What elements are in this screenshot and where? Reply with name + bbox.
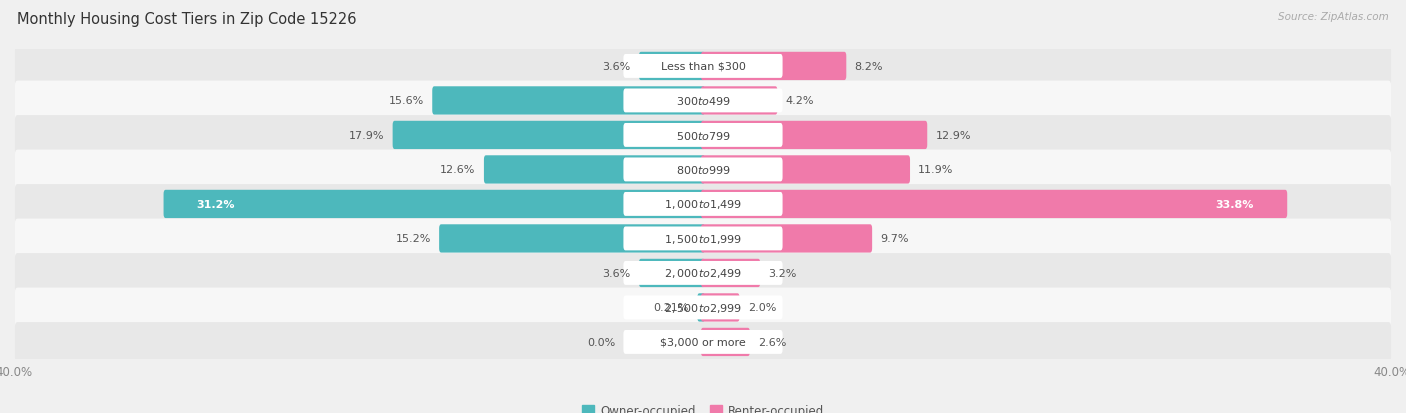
FancyBboxPatch shape	[638, 53, 704, 81]
Text: 11.9%: 11.9%	[918, 165, 953, 175]
FancyBboxPatch shape	[623, 192, 783, 216]
FancyBboxPatch shape	[15, 254, 1391, 293]
Text: 4.2%: 4.2%	[786, 96, 814, 106]
FancyBboxPatch shape	[702, 328, 749, 356]
Text: $2,500 to $2,999: $2,500 to $2,999	[664, 301, 742, 314]
Text: 31.2%: 31.2%	[197, 199, 235, 209]
FancyBboxPatch shape	[439, 225, 704, 253]
FancyBboxPatch shape	[702, 225, 872, 253]
Text: 8.2%: 8.2%	[855, 62, 883, 72]
Text: $500 to $799: $500 to $799	[675, 130, 731, 142]
Text: $800 to $999: $800 to $999	[675, 164, 731, 176]
FancyBboxPatch shape	[15, 116, 1391, 155]
Text: 33.8%: 33.8%	[1216, 199, 1254, 209]
FancyBboxPatch shape	[15, 47, 1391, 87]
FancyBboxPatch shape	[697, 294, 704, 322]
FancyBboxPatch shape	[623, 261, 783, 285]
FancyBboxPatch shape	[623, 330, 783, 354]
Text: $1,500 to $1,999: $1,500 to $1,999	[664, 233, 742, 245]
FancyBboxPatch shape	[623, 158, 783, 182]
Text: $3,000 or more: $3,000 or more	[661, 337, 745, 347]
Text: 9.7%: 9.7%	[880, 234, 908, 244]
FancyBboxPatch shape	[702, 87, 778, 115]
FancyBboxPatch shape	[15, 185, 1391, 224]
Text: 0.0%: 0.0%	[586, 337, 616, 347]
FancyBboxPatch shape	[15, 150, 1391, 190]
Text: 0.21%: 0.21%	[654, 303, 689, 313]
Text: $300 to $499: $300 to $499	[675, 95, 731, 107]
FancyBboxPatch shape	[702, 190, 1288, 218]
FancyBboxPatch shape	[638, 259, 704, 287]
Text: $2,000 to $2,499: $2,000 to $2,499	[664, 267, 742, 280]
Text: 17.9%: 17.9%	[349, 131, 384, 140]
FancyBboxPatch shape	[702, 259, 761, 287]
Legend: Owner-occupied, Renter-occupied: Owner-occupied, Renter-occupied	[578, 399, 828, 413]
Text: Source: ZipAtlas.com: Source: ZipAtlas.com	[1278, 12, 1389, 22]
FancyBboxPatch shape	[15, 219, 1391, 259]
FancyBboxPatch shape	[15, 288, 1391, 328]
FancyBboxPatch shape	[623, 123, 783, 147]
FancyBboxPatch shape	[702, 156, 910, 184]
FancyBboxPatch shape	[623, 89, 783, 113]
Text: 12.9%: 12.9%	[935, 131, 972, 140]
FancyBboxPatch shape	[392, 121, 704, 150]
FancyBboxPatch shape	[623, 227, 783, 251]
FancyBboxPatch shape	[15, 322, 1391, 362]
FancyBboxPatch shape	[484, 156, 704, 184]
FancyBboxPatch shape	[623, 55, 783, 79]
Text: 2.0%: 2.0%	[748, 303, 776, 313]
Text: $1,000 to $1,499: $1,000 to $1,499	[664, 198, 742, 211]
Text: 3.6%: 3.6%	[602, 62, 631, 72]
Text: 3.6%: 3.6%	[602, 268, 631, 278]
Text: Less than $300: Less than $300	[661, 62, 745, 72]
FancyBboxPatch shape	[702, 294, 740, 322]
FancyBboxPatch shape	[702, 53, 846, 81]
Text: 3.2%: 3.2%	[769, 268, 797, 278]
FancyBboxPatch shape	[15, 81, 1391, 121]
FancyBboxPatch shape	[623, 296, 783, 320]
Text: 2.6%: 2.6%	[758, 337, 786, 347]
Text: 12.6%: 12.6%	[440, 165, 475, 175]
FancyBboxPatch shape	[702, 121, 927, 150]
Text: Monthly Housing Cost Tiers in Zip Code 15226: Monthly Housing Cost Tiers in Zip Code 1…	[17, 12, 356, 27]
FancyBboxPatch shape	[163, 190, 704, 218]
Text: 15.6%: 15.6%	[388, 96, 425, 106]
Text: 15.2%: 15.2%	[395, 234, 430, 244]
FancyBboxPatch shape	[432, 87, 704, 115]
